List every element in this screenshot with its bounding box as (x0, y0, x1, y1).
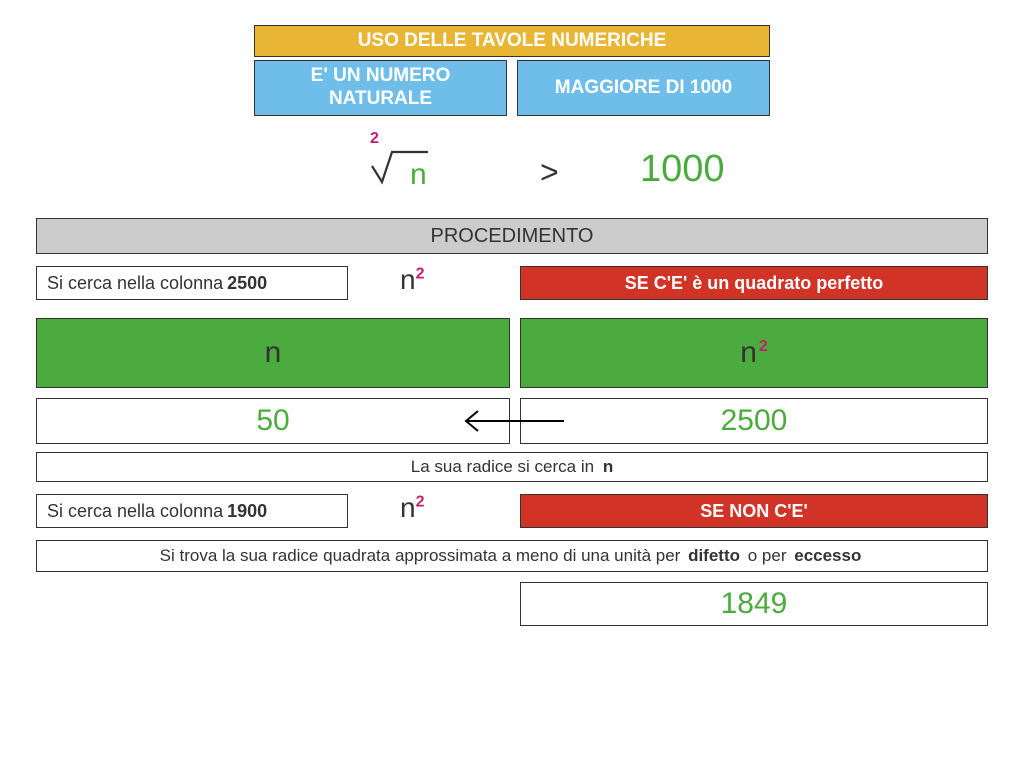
n2-base-2: n (400, 492, 416, 523)
sub-left-text: E' UN NUMERO NATURALE (259, 65, 502, 111)
search-box-1: Si cerca nella colonna 2500 (36, 266, 348, 300)
search1-prefix: Si cerca nella colonna (47, 273, 223, 294)
note-prefix: La sua radice si cerca in (411, 457, 594, 476)
n2-base-1: n (400, 264, 416, 295)
approx-mid: o per (748, 546, 787, 565)
title-bar: USO DELLE TAVOLE NUMERICHE (254, 25, 770, 57)
n2-exp-1: 2 (416, 266, 425, 283)
val-bottom-text: 1849 (721, 587, 788, 621)
sub-right-text: MAGGIORE DI 1000 (555, 77, 732, 100)
header-left-text: n (265, 336, 282, 370)
case-notfound-box: SE NON C'E' (520, 494, 988, 528)
formula-row: 2 n > 1000 (0, 130, 1024, 210)
val-right-text: 2500 (721, 404, 788, 438)
header-right-base: n (740, 336, 757, 369)
value-bottom: 1849 (520, 582, 988, 626)
n-squared-label-2: n2 (400, 492, 424, 524)
search1-value: 2500 (227, 273, 267, 294)
n-squared-label-1: n2 (400, 264, 424, 296)
sub-left: E' UN NUMERO NATURALE (254, 60, 507, 116)
title-text: USO DELLE TAVOLE NUMERICHE (358, 30, 667, 52)
approx-b1: difetto (688, 546, 740, 565)
approx-b2: eccesso (794, 546, 861, 565)
compare-value: 1000 (640, 148, 725, 191)
table-header-n2: n2 (520, 318, 988, 388)
val-left-text: 50 (256, 404, 289, 438)
table-header-n: n (36, 318, 510, 388)
case-found-box: SE C'E' è un quadrato perfetto (520, 266, 988, 300)
search-box-2: Si cerca nella colonna 1900 (36, 494, 348, 528)
approx-bar: Si trova la sua radice quadrata approssi… (36, 540, 988, 572)
case-found-text: SE C'E' è un quadrato perfetto (625, 273, 884, 294)
case-notfound-text: SE NON C'E' (700, 501, 808, 522)
approx-prefix: Si trova la sua radice quadrata approssi… (160, 546, 681, 565)
search2-value: 1900 (227, 501, 267, 522)
search2-prefix: Si cerca nella colonna (47, 501, 223, 522)
radicand: n (410, 158, 427, 192)
comparator: > (540, 154, 559, 191)
header-right-exp: 2 (759, 338, 768, 355)
procedure-bar: PROCEDIMENTO (36, 218, 988, 254)
sub-right: MAGGIORE DI 1000 (517, 60, 770, 116)
procedure-label: PROCEDIMENTO (431, 225, 594, 248)
n2-exp-2: 2 (416, 494, 425, 511)
table-value-left: 50 (36, 398, 510, 444)
note-bold: n (603, 457, 613, 476)
note-bar: La sua radice si cerca in n (36, 452, 988, 482)
table-value-right: 2500 (520, 398, 988, 444)
